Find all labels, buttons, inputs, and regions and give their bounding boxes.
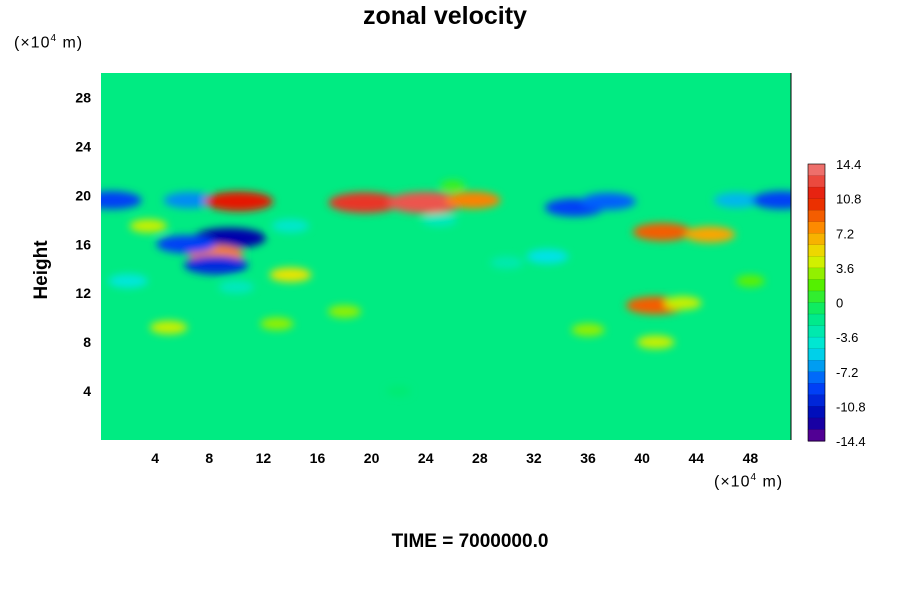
field-feature-9	[387, 191, 465, 214]
colorbar-swatch	[807, 383, 826, 396]
colorbar-swatch	[807, 313, 826, 327]
x-tick-label: 48	[743, 450, 759, 466]
field-feature-8	[328, 192, 402, 214]
colorbar-swatch	[807, 221, 826, 234]
colorbar-label: 14.4	[836, 157, 861, 172]
colorbar: 14.4 10.8 7.2 3.6 0 -3.6 -7.2 -10.8 -14.4	[807, 157, 866, 449]
x-tick-label: 16	[310, 450, 326, 466]
field-feature-31	[386, 385, 411, 397]
field-feature-21	[108, 273, 148, 288]
y-tick-label: 28	[75, 89, 91, 105]
field-feature-5	[184, 255, 248, 275]
x-axis-unit: (×104 m)	[714, 472, 784, 491]
field-feature-23	[149, 320, 188, 335]
colorbar-swatch	[807, 336, 826, 350]
velocity-field	[101, 73, 791, 440]
field-feature-33	[440, 180, 465, 191]
colorbar-swatch	[807, 163, 826, 177]
field-feature-27	[636, 335, 675, 349]
chart-title: zonal velocity	[363, 2, 527, 30]
y-tick-label: 4	[83, 383, 91, 399]
field-feature-25	[327, 305, 362, 318]
field-feature-22	[218, 280, 254, 294]
y-tick-label: 16	[75, 236, 91, 252]
x-tick-label: 44	[689, 450, 705, 466]
field-feature-12	[526, 249, 569, 264]
field-feature-14	[580, 192, 636, 211]
colorbar-swatch	[807, 360, 826, 373]
x-tick-label: 12	[256, 450, 272, 466]
field-feature-24	[260, 317, 294, 331]
x-tick-labels: 4 8 12 16 20 24 28 32 36 40 44 48	[151, 450, 758, 466]
colorbar-label: -10.8	[836, 399, 866, 414]
colorbar-swatch	[807, 302, 826, 315]
field-feature-6	[156, 235, 217, 254]
y-tick-label: 8	[83, 334, 91, 350]
field-feature-0	[101, 191, 142, 210]
x-tick-label: 8	[205, 450, 213, 466]
colorbar-swatch	[807, 348, 826, 361]
colorbar-label: -3.6	[836, 330, 858, 345]
colorbar-swatch	[807, 290, 826, 304]
field-feature-30	[490, 256, 524, 269]
colorbar-swatch	[807, 406, 826, 419]
colorbar-swatch	[807, 233, 826, 246]
y-tick-label: 20	[75, 187, 91, 203]
field-feature-28	[421, 213, 457, 227]
field-feature-18	[751, 191, 791, 210]
field-feature-15	[632, 222, 693, 242]
colorbar-swatch	[807, 256, 826, 269]
colorbar-label: 7.2	[836, 226, 854, 241]
colorbar-swatch	[807, 267, 826, 281]
field-feature-1	[163, 192, 215, 209]
field-features	[101, 180, 791, 397]
x-tick-label: 24	[418, 450, 434, 466]
field-feature-7	[129, 219, 168, 233]
x-tick-label: 40	[634, 450, 650, 466]
colorbar-swatch	[807, 279, 826, 292]
field-feature-10	[445, 191, 501, 209]
x-tick-label: 36	[580, 450, 596, 466]
field-feature-20	[663, 296, 702, 310]
colorbar-swatch	[807, 325, 826, 338]
colorbar-swatch	[807, 209, 826, 223]
y-tick-label: 24	[75, 138, 91, 154]
colorbar-label: 10.8	[836, 192, 861, 207]
x-tick-label: 32	[526, 450, 542, 466]
colorbar-frame	[807, 163, 826, 442]
y-axis-unit: (×104 m)	[14, 33, 84, 52]
field-feature-26	[571, 323, 605, 337]
time-label: TIME = 7000000.0	[391, 531, 549, 552]
colorbar-label: 3.6	[836, 261, 854, 276]
field-feature-17	[713, 192, 761, 208]
colorbar-swatch	[807, 394, 826, 408]
field-feature-3	[204, 191, 274, 212]
colorbar-label: -7.2	[836, 365, 858, 380]
colorbar-swatch	[807, 244, 826, 258]
colorbar-swatch	[807, 429, 826, 442]
field-feature-32	[736, 275, 765, 287]
colorbar-label: -14.4	[836, 434, 866, 449]
y-tick-label: 12	[75, 285, 91, 301]
colorbar-swatch	[807, 371, 826, 384]
colorbar-swatch	[807, 175, 826, 188]
field-feature-16	[684, 226, 736, 243]
colorbar-label: 0	[836, 296, 843, 311]
colorbar-swatch	[807, 186, 826, 200]
colorbar-swatch	[807, 417, 826, 431]
field-feature-29	[271, 219, 310, 233]
x-tick-label: 28	[472, 450, 488, 466]
y-tick-labels: 4 8 12 16 20 24 28	[75, 89, 91, 399]
x-tick-label: 20	[364, 450, 380, 466]
colorbar-swatch	[807, 198, 826, 211]
field-feature-11	[269, 267, 312, 283]
x-tick-label: 4	[151, 450, 159, 466]
